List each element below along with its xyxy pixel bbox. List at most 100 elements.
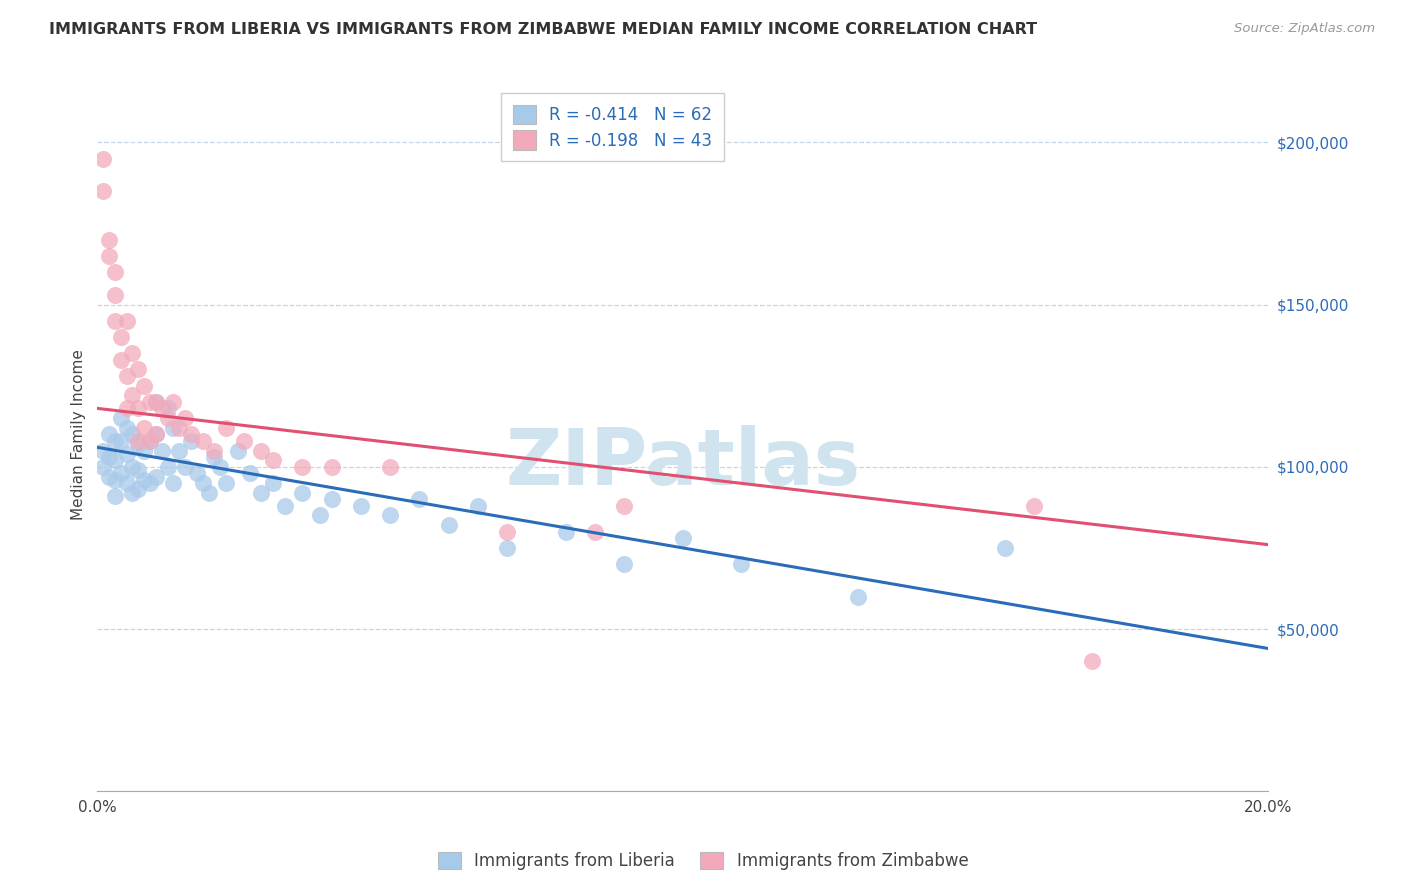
Point bbox=[139, 434, 162, 448]
Point bbox=[174, 411, 197, 425]
Point bbox=[115, 447, 138, 461]
Point bbox=[150, 443, 173, 458]
Point bbox=[121, 485, 143, 500]
Point bbox=[437, 518, 460, 533]
Point bbox=[321, 459, 343, 474]
Point bbox=[110, 467, 132, 481]
Point bbox=[250, 485, 273, 500]
Text: IMMIGRANTS FROM LIBERIA VS IMMIGRANTS FROM ZIMBABWE MEDIAN FAMILY INCOME CORRELA: IMMIGRANTS FROM LIBERIA VS IMMIGRANTS FR… bbox=[49, 22, 1038, 37]
Point bbox=[162, 421, 184, 435]
Point bbox=[1022, 499, 1045, 513]
Point bbox=[250, 443, 273, 458]
Point bbox=[98, 233, 121, 247]
Point bbox=[672, 531, 695, 545]
Point bbox=[308, 508, 330, 523]
Point bbox=[226, 443, 249, 458]
Point bbox=[209, 459, 232, 474]
Legend: Immigrants from Liberia, Immigrants from Zimbabwe: Immigrants from Liberia, Immigrants from… bbox=[430, 845, 976, 877]
Point bbox=[115, 314, 138, 328]
Point bbox=[121, 346, 143, 360]
Point bbox=[121, 459, 143, 474]
Point bbox=[121, 388, 143, 402]
Point bbox=[191, 434, 214, 448]
Point bbox=[127, 434, 149, 448]
Point bbox=[156, 459, 179, 474]
Text: ZIPatlas: ZIPatlas bbox=[505, 425, 860, 501]
Point bbox=[169, 421, 191, 435]
Point bbox=[215, 421, 238, 435]
Point bbox=[115, 475, 138, 490]
Point bbox=[846, 590, 869, 604]
Point bbox=[156, 411, 179, 425]
Point bbox=[121, 427, 143, 442]
Point bbox=[496, 541, 519, 555]
Legend: R = -0.414   N = 62, R = -0.198   N = 43: R = -0.414 N = 62, R = -0.198 N = 43 bbox=[501, 93, 724, 161]
Point bbox=[204, 443, 226, 458]
Point bbox=[98, 450, 121, 464]
Point bbox=[321, 492, 343, 507]
Point bbox=[98, 249, 121, 263]
Point bbox=[134, 443, 156, 458]
Point bbox=[273, 499, 295, 513]
Point bbox=[613, 557, 636, 571]
Point bbox=[139, 475, 162, 490]
Point bbox=[197, 485, 219, 500]
Point bbox=[104, 489, 127, 503]
Point bbox=[408, 492, 430, 507]
Point bbox=[730, 557, 752, 571]
Point bbox=[180, 427, 202, 442]
Point bbox=[145, 395, 167, 409]
Point bbox=[104, 288, 127, 302]
Point bbox=[115, 368, 138, 383]
Point bbox=[110, 411, 132, 425]
Point bbox=[115, 401, 138, 416]
Point bbox=[110, 330, 132, 344]
Point bbox=[104, 453, 127, 467]
Point bbox=[162, 475, 184, 490]
Point bbox=[186, 467, 208, 481]
Point bbox=[150, 401, 173, 416]
Point bbox=[180, 434, 202, 448]
Point bbox=[134, 473, 156, 487]
Point bbox=[98, 469, 121, 483]
Point bbox=[139, 395, 162, 409]
Point bbox=[378, 459, 401, 474]
Point bbox=[104, 265, 127, 279]
Point bbox=[110, 352, 132, 367]
Point bbox=[104, 473, 127, 487]
Point bbox=[232, 434, 254, 448]
Point bbox=[994, 541, 1017, 555]
Point bbox=[156, 401, 179, 416]
Point bbox=[115, 421, 138, 435]
Point bbox=[127, 483, 149, 497]
Point bbox=[91, 443, 114, 458]
Point bbox=[169, 443, 191, 458]
Point bbox=[191, 475, 214, 490]
Point bbox=[262, 453, 284, 467]
Point bbox=[134, 421, 156, 435]
Point bbox=[145, 395, 167, 409]
Point bbox=[98, 427, 121, 442]
Point bbox=[174, 459, 197, 474]
Point bbox=[127, 401, 149, 416]
Point bbox=[145, 427, 167, 442]
Point bbox=[91, 152, 114, 166]
Point bbox=[104, 434, 127, 448]
Point bbox=[204, 450, 226, 464]
Point bbox=[291, 485, 314, 500]
Point bbox=[91, 184, 114, 198]
Point bbox=[467, 499, 489, 513]
Point bbox=[238, 467, 260, 481]
Point bbox=[613, 499, 636, 513]
Point bbox=[110, 434, 132, 448]
Text: Source: ZipAtlas.com: Source: ZipAtlas.com bbox=[1234, 22, 1375, 36]
Y-axis label: Median Family Income: Median Family Income bbox=[72, 349, 86, 520]
Point bbox=[139, 434, 162, 448]
Point bbox=[215, 475, 238, 490]
Point bbox=[104, 314, 127, 328]
Point bbox=[127, 463, 149, 477]
Point bbox=[127, 362, 149, 376]
Point bbox=[496, 524, 519, 539]
Point bbox=[162, 395, 184, 409]
Point bbox=[127, 437, 149, 451]
